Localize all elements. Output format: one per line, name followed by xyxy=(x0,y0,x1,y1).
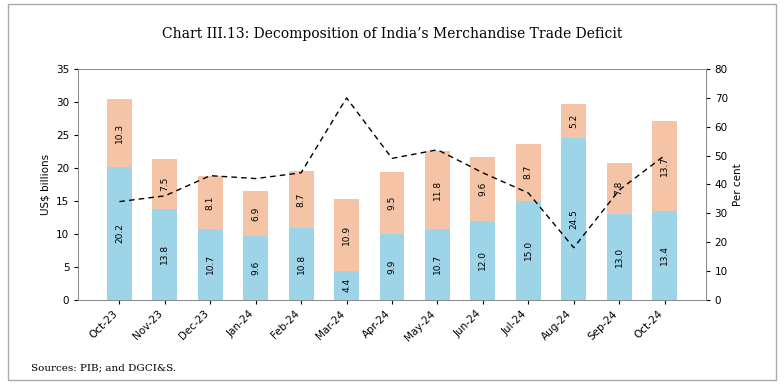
Bar xyxy=(243,236,268,300)
Bar xyxy=(152,159,177,209)
Text: 10.8: 10.8 xyxy=(296,254,306,274)
Bar xyxy=(561,138,586,300)
Text: 5.2: 5.2 xyxy=(569,114,579,128)
Bar xyxy=(198,176,223,229)
Text: 10.9: 10.9 xyxy=(342,225,351,245)
Bar xyxy=(107,167,132,300)
Bar xyxy=(607,162,632,214)
Text: 20.2: 20.2 xyxy=(115,223,124,243)
Bar xyxy=(561,104,586,138)
Text: Sources: PIB; and DGCI&S.: Sources: PIB; and DGCI&S. xyxy=(31,364,176,372)
Bar xyxy=(652,121,677,211)
Bar xyxy=(470,157,495,220)
Bar xyxy=(470,220,495,300)
Bar xyxy=(334,271,359,300)
Text: 6.9: 6.9 xyxy=(251,207,260,221)
Bar xyxy=(425,151,450,229)
Text: Chart III.13: Decomposition of India’s Merchandise Trade Deficit: Chart III.13: Decomposition of India’s M… xyxy=(162,27,622,41)
Bar xyxy=(652,211,677,300)
Text: 10.3: 10.3 xyxy=(115,122,124,143)
Text: 7.5: 7.5 xyxy=(161,177,169,191)
Text: 10.7: 10.7 xyxy=(205,254,215,274)
Text: 11.8: 11.8 xyxy=(433,180,442,200)
Bar xyxy=(152,209,177,300)
Bar xyxy=(289,228,314,300)
Text: 13.7: 13.7 xyxy=(660,156,669,176)
Text: 10.7: 10.7 xyxy=(433,254,442,274)
Bar xyxy=(516,201,541,300)
Text: 9.5: 9.5 xyxy=(387,196,397,210)
Text: 15.0: 15.0 xyxy=(524,240,533,260)
Bar xyxy=(243,191,268,236)
Text: 13.8: 13.8 xyxy=(161,244,169,264)
Text: 9.6: 9.6 xyxy=(251,261,260,275)
Text: 13.4: 13.4 xyxy=(660,245,669,265)
Text: 4.4: 4.4 xyxy=(342,278,351,292)
Text: 12.0: 12.0 xyxy=(478,250,488,270)
Bar xyxy=(334,199,359,271)
Text: 9.9: 9.9 xyxy=(387,260,397,274)
Bar xyxy=(379,172,405,234)
Text: 9.6: 9.6 xyxy=(478,182,488,196)
Text: 7.8: 7.8 xyxy=(615,181,623,195)
Y-axis label: US$ billions: US$ billions xyxy=(41,154,50,215)
Text: 8.1: 8.1 xyxy=(205,195,215,210)
Bar xyxy=(198,229,223,300)
Text: 8.7: 8.7 xyxy=(524,165,533,179)
Text: 8.7: 8.7 xyxy=(296,193,306,207)
Bar xyxy=(289,171,314,228)
Text: 24.5: 24.5 xyxy=(569,209,579,229)
Bar xyxy=(379,234,405,300)
Text: 13.0: 13.0 xyxy=(615,247,623,267)
Y-axis label: Per cent: Per cent xyxy=(733,163,743,206)
Bar xyxy=(516,144,541,201)
Bar xyxy=(607,214,632,300)
Bar xyxy=(107,99,132,167)
Bar xyxy=(425,229,450,300)
